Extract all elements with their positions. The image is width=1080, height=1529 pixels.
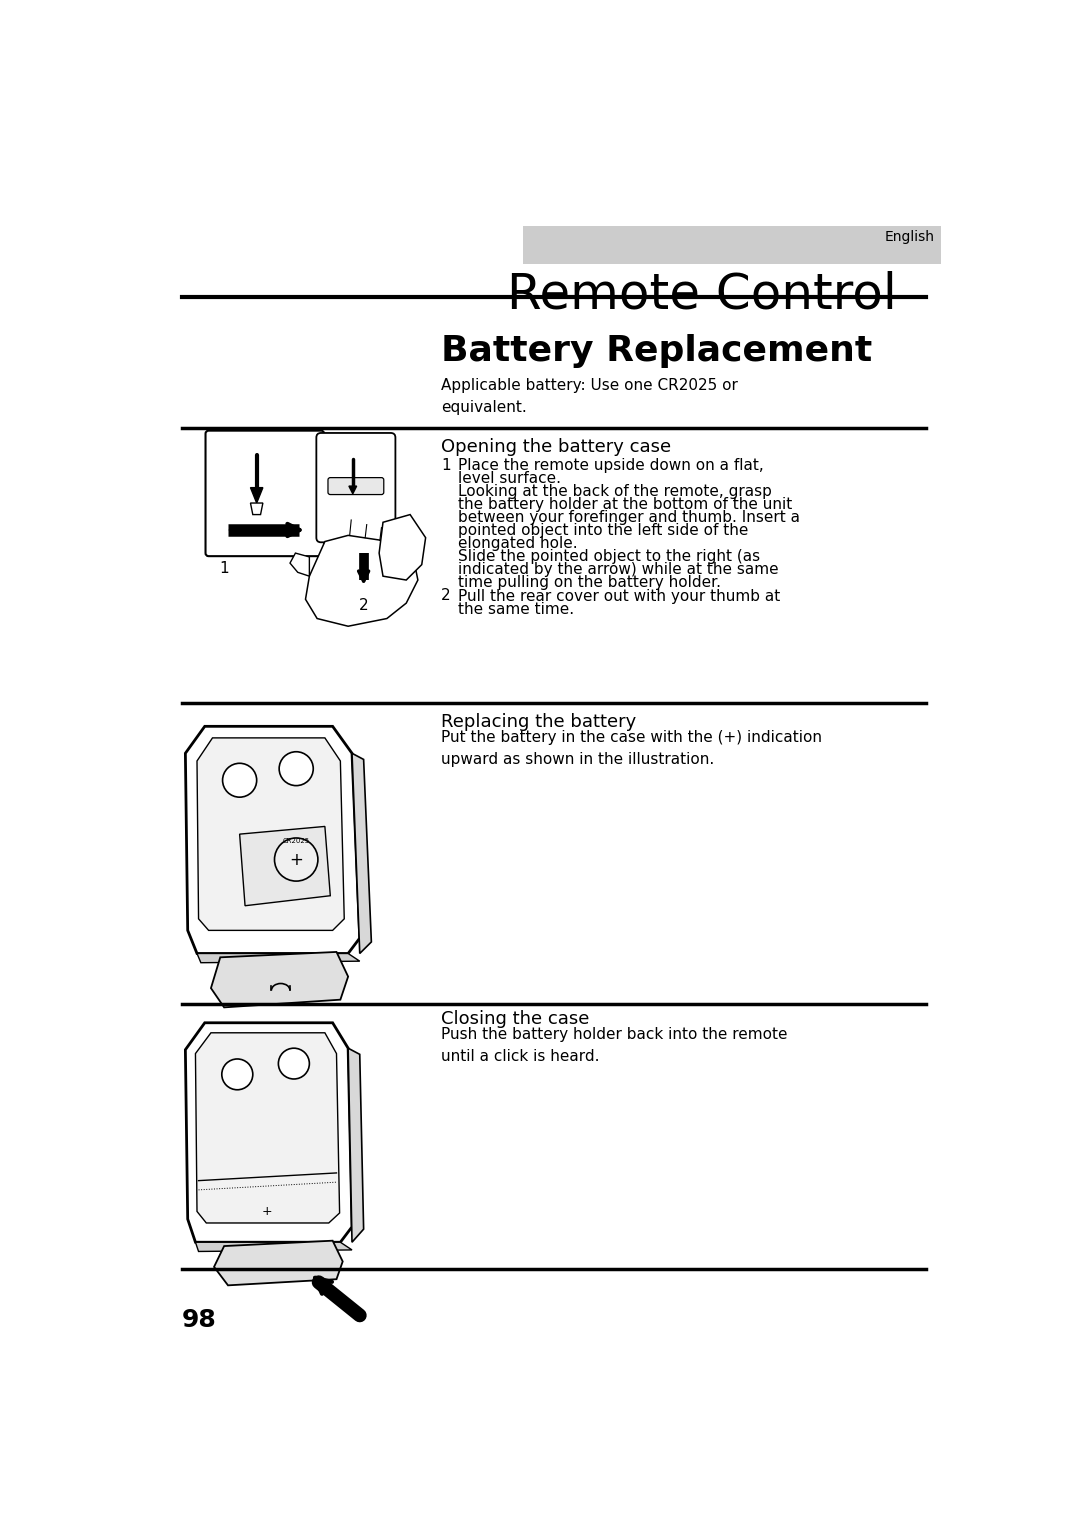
Circle shape xyxy=(222,763,257,797)
Text: Opening the battery case: Opening the battery case xyxy=(441,437,672,456)
Polygon shape xyxy=(349,486,356,494)
Text: Pull the rear cover out with your thumb at: Pull the rear cover out with your thumb … xyxy=(458,589,781,604)
Polygon shape xyxy=(379,515,426,579)
FancyBboxPatch shape xyxy=(205,431,324,557)
Text: Replacing the battery: Replacing the battery xyxy=(441,713,636,731)
Text: Remote Control: Remote Control xyxy=(507,271,896,318)
Circle shape xyxy=(274,838,318,881)
Text: Place the remote upside down on a flat,: Place the remote upside down on a flat, xyxy=(458,457,764,472)
Text: CR2025: CR2025 xyxy=(283,838,310,844)
Text: between your forefinger and thumb. Insert a: between your forefinger and thumb. Inser… xyxy=(458,511,800,524)
Polygon shape xyxy=(251,488,262,503)
FancyBboxPatch shape xyxy=(328,477,383,494)
Text: 2: 2 xyxy=(441,589,450,604)
Polygon shape xyxy=(214,1240,342,1286)
Text: +: + xyxy=(289,850,303,868)
Polygon shape xyxy=(306,535,418,627)
Text: 98: 98 xyxy=(181,1307,216,1332)
Polygon shape xyxy=(195,1032,339,1223)
FancyBboxPatch shape xyxy=(316,433,395,543)
Text: Closing the case: Closing the case xyxy=(441,1009,590,1027)
Text: the battery holder at the bottom of the unit: the battery holder at the bottom of the … xyxy=(458,497,793,512)
Polygon shape xyxy=(197,739,345,930)
Circle shape xyxy=(279,752,313,786)
Text: Slide the pointed object to the right (as: Slide the pointed object to the right (a… xyxy=(458,549,760,564)
Text: Push the battery holder back into the remote
until a click is heard.: Push the battery holder back into the re… xyxy=(441,1026,787,1064)
Text: 2: 2 xyxy=(359,598,368,613)
Polygon shape xyxy=(348,1049,364,1242)
Text: Battery Replacement: Battery Replacement xyxy=(441,333,873,367)
Polygon shape xyxy=(197,954,360,963)
Polygon shape xyxy=(186,1023,352,1242)
Text: pointed object into the left side of the: pointed object into the left side of the xyxy=(458,523,748,538)
Text: Looking at the back of the remote, grasp: Looking at the back of the remote, grasp xyxy=(458,483,772,498)
Text: time pulling on the battery holder.: time pulling on the battery holder. xyxy=(458,575,721,590)
Text: elongated hole.: elongated hole. xyxy=(458,537,578,550)
Polygon shape xyxy=(291,553,309,576)
Text: the same time.: the same time. xyxy=(458,601,575,616)
Polygon shape xyxy=(211,953,348,1008)
Text: indicated by the arrow) while at the same: indicated by the arrow) while at the sam… xyxy=(458,563,779,578)
Circle shape xyxy=(221,1060,253,1090)
Polygon shape xyxy=(186,726,360,954)
Text: +: + xyxy=(261,1205,272,1219)
Text: 1: 1 xyxy=(219,561,229,576)
Polygon shape xyxy=(195,1242,352,1251)
Polygon shape xyxy=(352,754,372,954)
Text: level surface.: level surface. xyxy=(458,471,562,486)
Bar xyxy=(523,226,941,265)
Circle shape xyxy=(279,1049,309,1079)
Polygon shape xyxy=(251,503,262,515)
Text: 1: 1 xyxy=(441,457,450,472)
Text: Put the battery in the case with the (+) indication
upward as shown in the illus: Put the battery in the case with the (+)… xyxy=(441,731,822,768)
Polygon shape xyxy=(240,827,330,905)
Text: Applicable battery: Use one CR2025 or
equivalent.: Applicable battery: Use one CR2025 or eq… xyxy=(441,378,738,414)
Text: English: English xyxy=(885,231,935,245)
